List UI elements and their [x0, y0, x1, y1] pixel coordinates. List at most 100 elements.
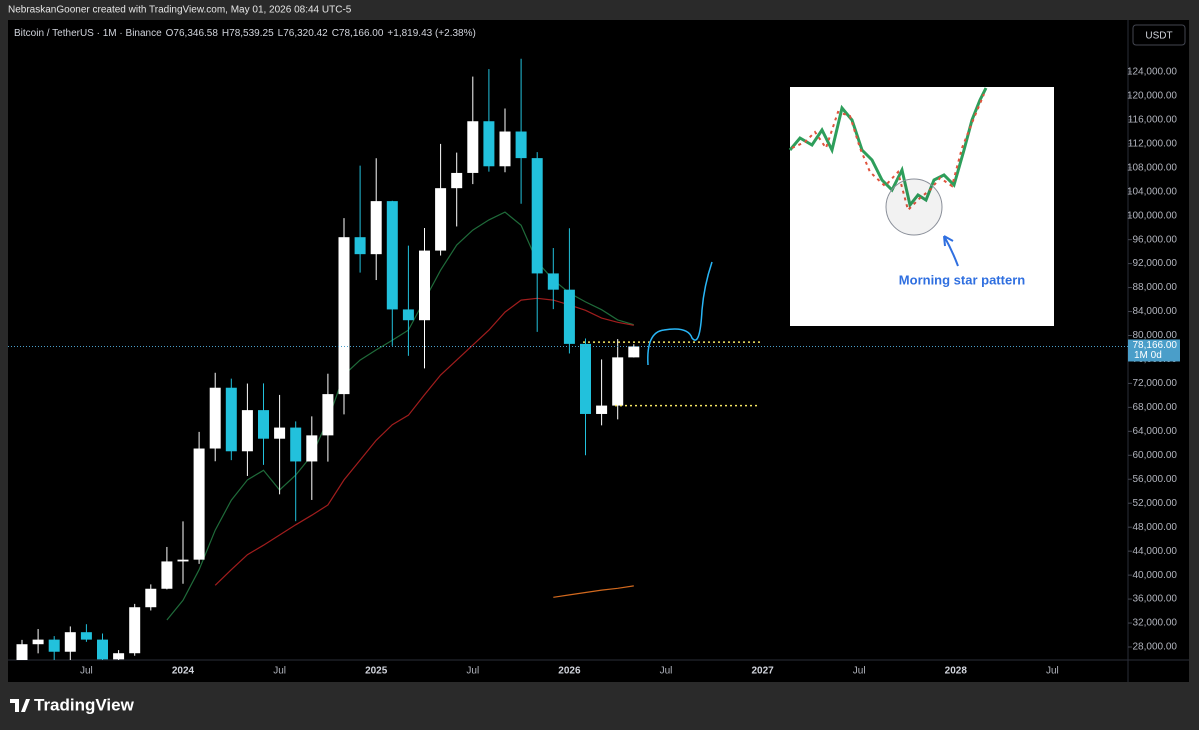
y-tick-label: 84,000.00 — [1133, 306, 1178, 317]
candle-body — [145, 588, 157, 608]
x-tick-label: 2027 — [751, 666, 774, 677]
y-tick-label: 64,000.00 — [1133, 426, 1178, 437]
inset-price-down — [791, 93, 985, 212]
candle-body — [32, 639, 44, 645]
y-tick-label: 40,000.00 — [1133, 570, 1178, 581]
y-tick-label: 104,000.00 — [1127, 186, 1177, 197]
x-tick-label: Jul — [1046, 666, 1059, 677]
credit: NebraskanGooner created with TradingView… — [8, 5, 352, 16]
currency[interactable]: USDT — [1145, 31, 1172, 42]
ohlc-close: C78,166.00 — [332, 28, 384, 39]
x-tick-label: Jul — [80, 666, 93, 677]
candle-body — [515, 131, 527, 159]
candle-body — [258, 410, 269, 439]
candle-body — [306, 435, 318, 462]
candle-body — [209, 387, 221, 449]
y-tick-label: 108,000.00 — [1127, 162, 1177, 173]
inset-arrow — [943, 235, 959, 267]
y-tick-label: 116,000.00 — [1128, 114, 1178, 125]
y-tick-label: 92,000.00 — [1133, 258, 1178, 269]
candle-body — [129, 607, 141, 654]
candle-body — [483, 121, 495, 167]
candle-body — [177, 559, 189, 562]
ohlc-low: L76,320.42 — [278, 28, 328, 39]
x-tick-label: Jul — [273, 666, 286, 677]
candle-body — [435, 188, 447, 251]
candle-body — [499, 131, 511, 167]
candle-body — [370, 201, 382, 255]
projection-drawing — [647, 261, 713, 366]
candle-body — [451, 172, 463, 189]
candle-body — [97, 639, 108, 660]
y-tick-label: 36,000.00 — [1133, 594, 1178, 605]
y-tick-label: 72,000.00 — [1133, 378, 1178, 389]
y-tick-label: 56,000.00 — [1133, 474, 1178, 485]
ohlc-change: +1,819.43 (+2.38%) — [387, 28, 475, 39]
candle-body — [354, 237, 366, 255]
y-tick-label: 112,000.00 — [1128, 138, 1178, 149]
candle-body — [16, 644, 28, 660]
x-tick-label: Jul — [466, 666, 479, 677]
candle-body — [419, 250, 430, 321]
candle-body — [274, 427, 286, 439]
candle-body — [628, 346, 640, 358]
candle-body — [193, 448, 205, 560]
inset-caption: Morning star pattern — [899, 272, 1025, 287]
symbol-header: Bitcoin / TetherUS · 1M · Binance O76,346… — [14, 28, 476, 39]
ohlc-open: O76,346.58 — [166, 28, 219, 39]
y-tick-label: 44,000.00 — [1133, 546, 1178, 557]
candle-body — [161, 561, 173, 589]
candle-body — [580, 343, 591, 414]
y-tick-label: 32,000.00 — [1133, 618, 1178, 629]
inset-highlight — [885, 178, 943, 236]
candle-body — [64, 632, 76, 652]
interval-label: 1M 0d — [1134, 350, 1162, 361]
candle-body — [563, 289, 575, 344]
y-tick-label: 48,000.00 — [1133, 522, 1178, 533]
x-tick-label: 2026 — [558, 666, 581, 677]
y-tick-label: 52,000.00 — [1133, 498, 1178, 509]
y-tick-label: 120,000.00 — [1127, 91, 1177, 102]
candle-body — [48, 639, 60, 652]
symbol: Bitcoin / TetherUS · 1M · Binance — [14, 28, 162, 39]
x-tick-label: Jul — [853, 666, 866, 677]
candle-body — [225, 387, 237, 452]
candle-body — [531, 158, 543, 274]
candle-body — [290, 427, 302, 462]
currency-button[interactable] — [1132, 24, 1186, 46]
plot — [16, 58, 760, 660]
x-tick-label: 2024 — [172, 666, 195, 677]
x-tick-label: 2028 — [945, 666, 968, 677]
last-price-label: 78,166.00 — [1133, 340, 1178, 351]
inset: Morning star pattern — [788, 87, 1054, 326]
y-tick-label: 96,000.00 — [1133, 234, 1178, 245]
x-tick-label: 2025 — [365, 666, 388, 677]
candle-body — [402, 309, 414, 321]
brand: TradingView — [34, 695, 135, 714]
candle-body — [596, 405, 608, 414]
candle-body — [612, 357, 624, 406]
candle-body — [338, 237, 350, 395]
x-tick-label: Jul — [660, 666, 673, 677]
y-tick-label: 124,000.00 — [1127, 67, 1177, 78]
candle-body — [467, 121, 479, 173]
candle-body — [322, 394, 334, 436]
candle-body — [547, 273, 559, 290]
y-tick-label: 100,000.00 — [1127, 210, 1177, 221]
y-tick-label: 60,000.00 — [1133, 450, 1178, 461]
y-tick-label: 28,000.00 — [1133, 642, 1178, 653]
last-price-tag — [1128, 339, 1180, 362]
candle-body — [80, 632, 92, 640]
candle-body — [241, 410, 253, 452]
ohlc-high: H78,539.25 — [222, 28, 274, 39]
indicator-line — [553, 585, 634, 598]
candle-body — [386, 201, 398, 310]
brand-logo — [10, 699, 30, 712]
y-tick-label: 88,000.00 — [1133, 282, 1178, 293]
candle-body — [113, 653, 125, 660]
y-tick-label: 80,000.00 — [1133, 330, 1178, 341]
inset-price — [788, 87, 988, 209]
y-tick-label: 68,000.00 — [1133, 402, 1178, 413]
